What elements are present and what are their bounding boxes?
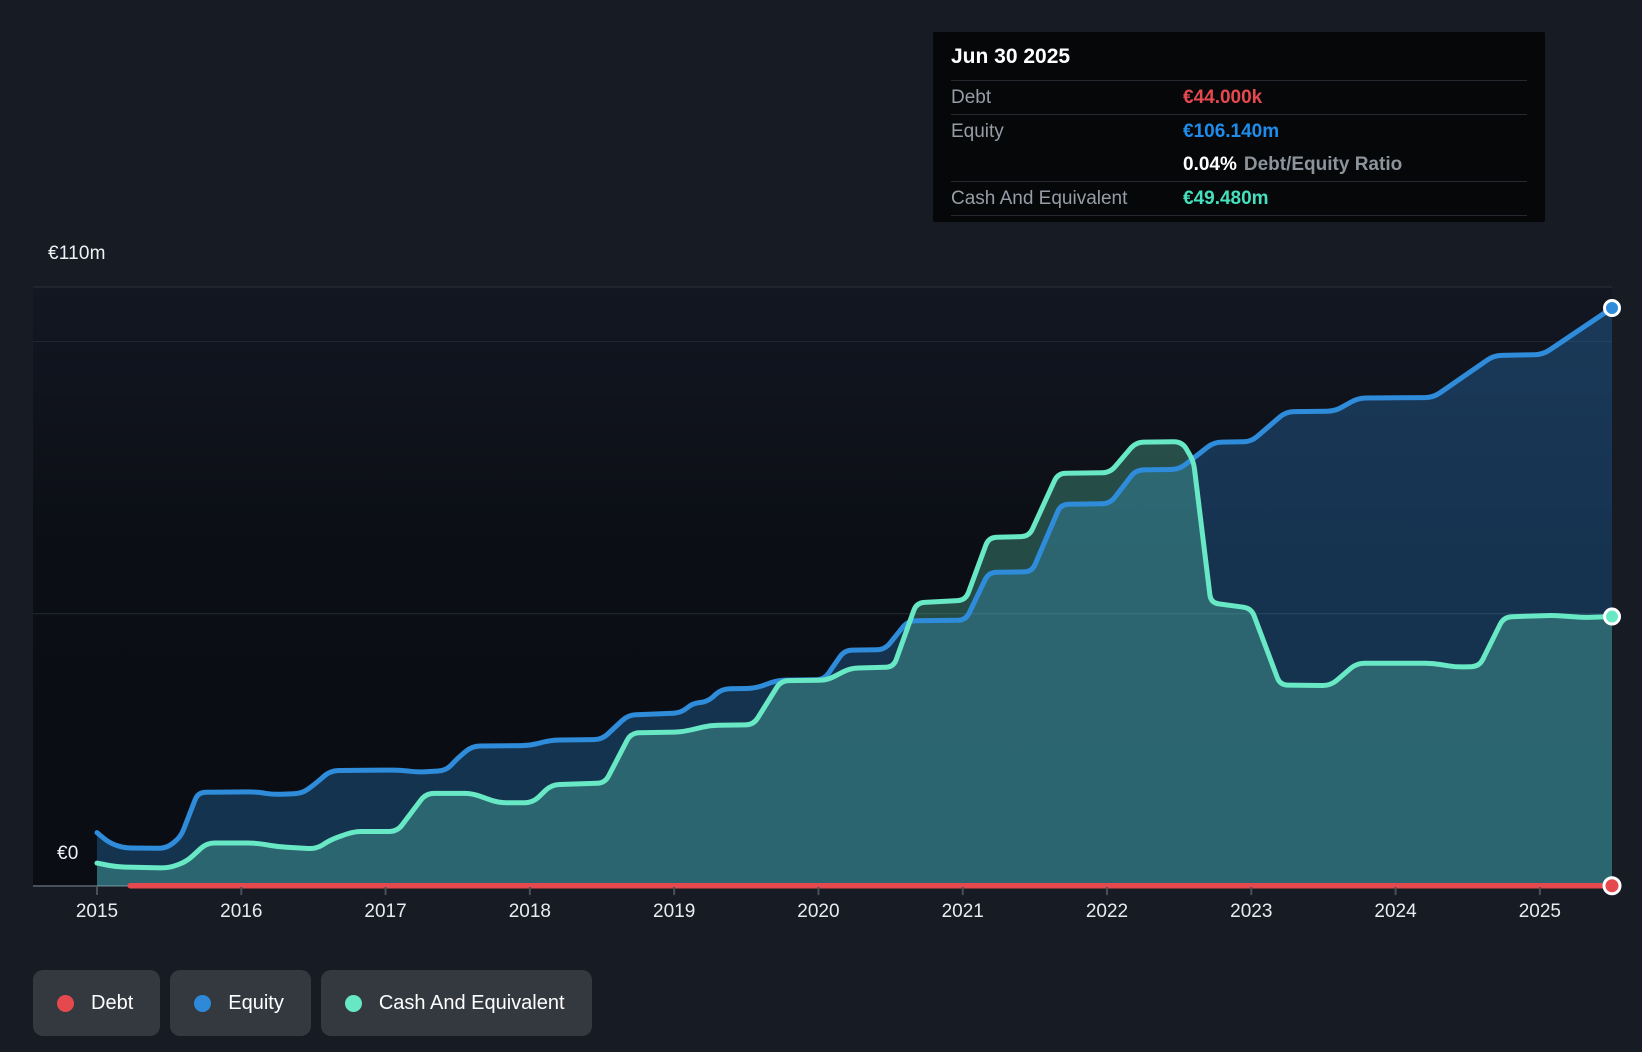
tooltip-row-equity: Equity €106.140m <box>951 115 1527 148</box>
x-axis-label-2023: 2023 <box>1230 901 1273 922</box>
plot-background <box>33 287 1612 886</box>
tooltip: Jun 30 2025 Debt €44.000k Equity €106.14… <box>933 32 1545 222</box>
tooltip-cash-label: Cash And Equivalent <box>951 187 1128 209</box>
y-axis-label-110m: €110m <box>48 243 106 264</box>
divider <box>951 114 1527 115</box>
tooltip-debt-label: Debt <box>951 86 992 108</box>
legend-item-label: Debt <box>91 991 134 1014</box>
divider <box>951 215 1527 216</box>
x-axis-label-2017: 2017 <box>364 901 407 922</box>
tooltip-row-cash: Cash And Equivalent €49.480m <box>951 182 1527 215</box>
cash-and-equivalent-area <box>97 441 1612 886</box>
x-axis-label-2022: 2022 <box>1085 901 1129 922</box>
legend-item-cash[interactable]: Cash And Equivalent <box>320 970 592 1036</box>
tooltip-row-debt: Debt €44.000k <box>951 81 1527 114</box>
x-axis-label-2020: 2020 <box>797 901 840 922</box>
equity-endpoint-marker <box>1603 299 1621 318</box>
cash-dot-icon <box>344 994 362 1012</box>
y-axis-label-0: €0 <box>57 843 79 864</box>
tooltip-cash-value: €49.480m <box>1183 187 1269 209</box>
tooltip-ratio-label: Debt/Equity Ratio <box>1243 153 1403 175</box>
legend-item-label: Equity <box>228 991 284 1014</box>
x-axis-label-2018: 2018 <box>508 901 551 922</box>
x-axis-label-2016: 2016 <box>220 901 263 922</box>
tooltip-equity-label: Equity <box>951 120 1004 142</box>
legend-item-debt[interactable]: Debt <box>33 970 161 1036</box>
tooltip-ratio-value: 0.04% <box>1183 153 1237 175</box>
equity-line <box>94 305 1615 851</box>
tooltip-debt-value: €44.000k <box>1183 86 1263 108</box>
cash-and-equivalent-endpoint-marker <box>1603 607 1621 626</box>
x-axis-label-2025: 2025 <box>1518 901 1561 922</box>
equity-area <box>97 308 1612 886</box>
legend-item-label: Cash And Equivalent <box>378 991 565 1014</box>
legend-item-equity[interactable]: Equity <box>170 970 311 1036</box>
x-axis-label-2015: 2015 <box>75 901 119 922</box>
debt-endpoint-marker <box>1602 876 1622 896</box>
divider <box>951 80 1527 81</box>
divider <box>951 181 1527 182</box>
x-axis-label-2024: 2024 <box>1374 901 1417 922</box>
tooltip-date: Jun 30 2025 <box>951 45 1071 68</box>
debt-dot-icon <box>57 994 74 1012</box>
cash-and-equivalent-line <box>94 439 1615 871</box>
tooltip-equity-value: €106.140m <box>1183 120 1280 142</box>
equity-dot-icon <box>194 994 212 1012</box>
legend: Debt Equity Cash And Equivalent <box>33 970 592 1036</box>
x-axis-label-2021: 2021 <box>941 901 984 922</box>
tooltip-row-ratio: 0.04% Debt/Equity Ratio <box>951 148 1527 181</box>
x-axis-label-2019: 2019 <box>653 901 696 922</box>
